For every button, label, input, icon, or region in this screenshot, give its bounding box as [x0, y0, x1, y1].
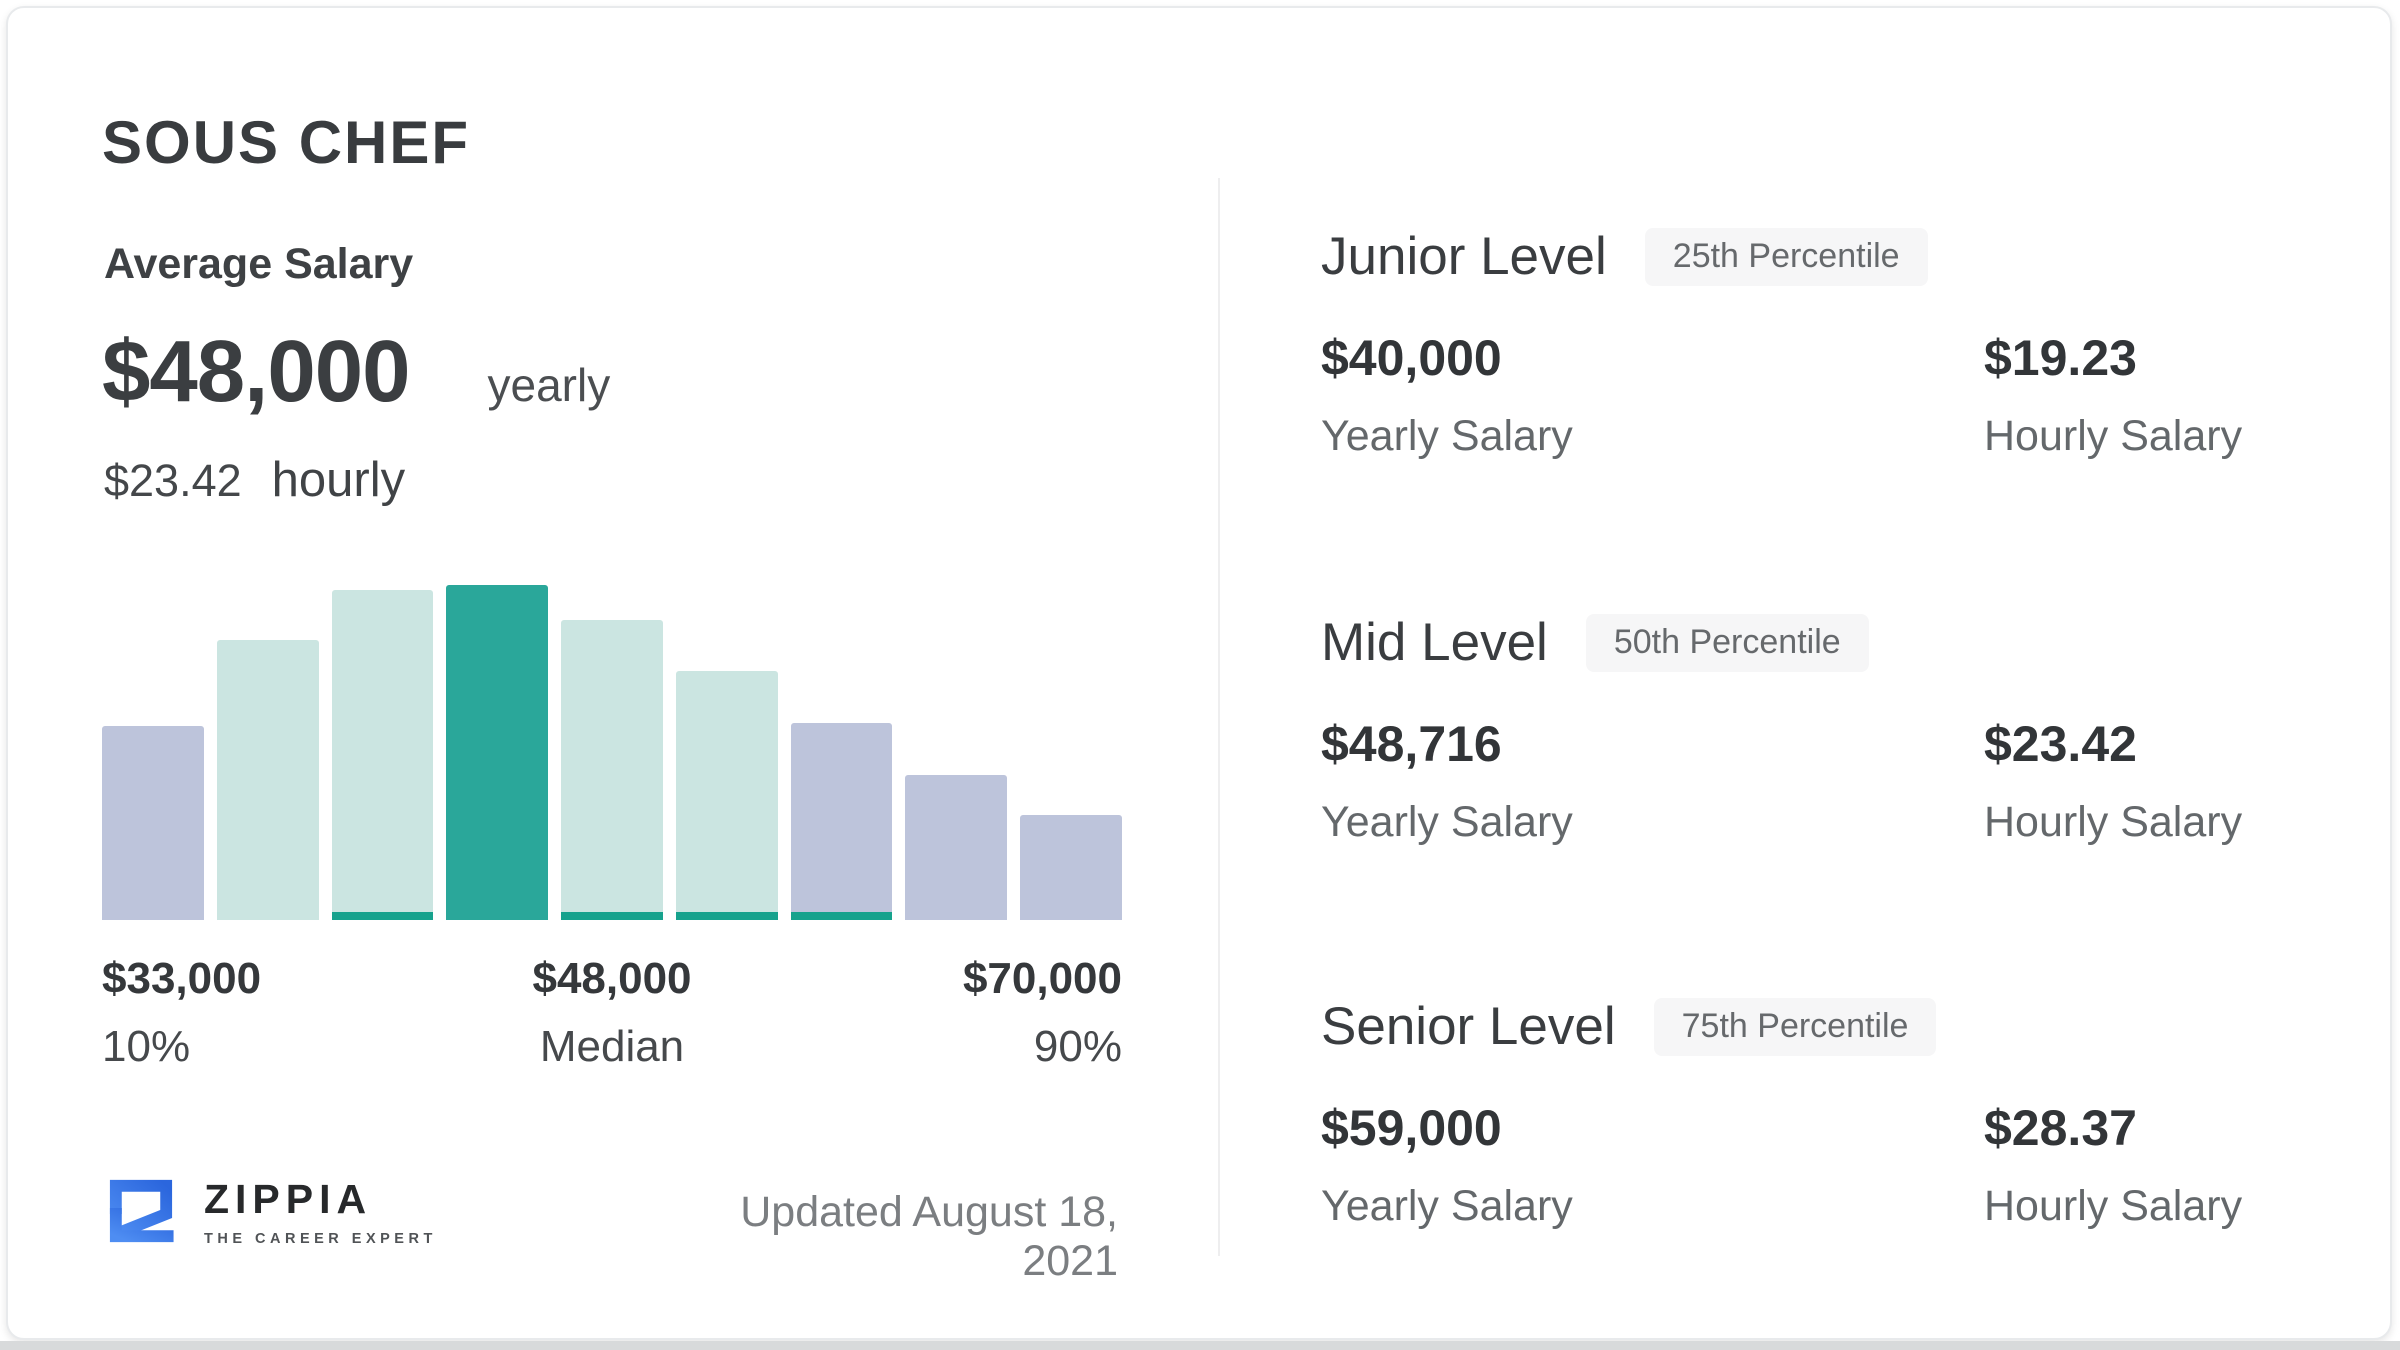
percentile-badge: 75th Percentile — [1653, 998, 1937, 1056]
histogram-bar-underline — [675, 912, 778, 920]
axis-label-median: $48,000 Median — [442, 954, 782, 1072]
histogram-bar-underline — [331, 912, 434, 920]
average-yearly-unit: yearly — [487, 359, 611, 411]
yearly-column: $40,000 Yearly Salary — [1321, 330, 1984, 461]
level-name: Mid Level — [1321, 613, 1548, 672]
updated-date: Updated August 18, 2021 — [740, 1188, 1118, 1285]
histogram-bar — [1020, 815, 1123, 920]
hourly-amount: $23.42 — [1984, 716, 2137, 772]
yearly-amount: $48,716 — [1321, 716, 1502, 772]
histogram-bar — [790, 723, 893, 920]
axis-sub: 90% — [1033, 1022, 1122, 1071]
level-block-mid: Mid Level 50th Percentile $48,716 Yearly… — [1321, 614, 2351, 847]
average-yearly-row: $48,000 yearly — [102, 323, 611, 420]
histogram-bar — [561, 620, 663, 920]
brand-tagline: THE CAREER EXPERT — [204, 1230, 437, 1247]
hourly-label: Hourly Salary — [1984, 1182, 2243, 1230]
hourly-amount: $28.37 — [1984, 1100, 2137, 1156]
histogram-bar — [102, 726, 204, 920]
level-values: $40,000 Yearly Salary $19.23 Hourly Sala… — [1321, 330, 2351, 461]
axis-value: $70,000 — [962, 954, 1122, 1003]
yearly-column: $59,000 Yearly Salary — [1321, 1100, 1984, 1231]
hourly-amount: $19.23 — [1984, 330, 2137, 386]
hourly-label: Hourly Salary — [1984, 412, 2243, 460]
level-block-senior: Senior Level 75th Percentile $59,000 Yea… — [1321, 998, 2351, 1231]
histogram-bar — [905, 775, 1008, 920]
level-block-junior: Junior Level 25th Percentile $40,000 Yea… — [1321, 228, 2351, 461]
histogram-bar — [216, 640, 319, 920]
hourly-column: $23.42 Hourly Salary — [1984, 716, 2242, 847]
axis-label-90th-percentile: $70,000 90% — [782, 954, 1122, 1072]
percentile-badge: 25th Percentile — [1644, 228, 1928, 286]
histogram-bar-underline — [561, 912, 663, 920]
vertical-divider — [1218, 178, 1220, 1256]
average-yearly-value: $48,000 — [102, 323, 410, 420]
percentile-badge: 50th Percentile — [1585, 614, 1869, 672]
yearly-label: Yearly Salary — [1321, 1182, 1573, 1230]
hourly-column: $28.37 Hourly Salary — [1984, 1100, 2242, 1231]
axis-label-10th-percentile: $33,000 10% — [102, 954, 442, 1072]
histogram-axis-labels: $33,000 10% $48,000 Median $70,000 90% — [102, 954, 1122, 1072]
page-title: SOUS CHEF — [102, 109, 471, 176]
level-title-row: Junior Level 25th Percentile — [1321, 228, 2351, 286]
average-hourly-value: $23.42 — [104, 455, 242, 506]
level-title-row: Senior Level 75th Percentile — [1321, 998, 2351, 1056]
average-salary-heading: Average Salary — [104, 240, 414, 288]
yearly-amount: $59,000 — [1321, 1100, 1502, 1156]
average-hourly-row: $23.42 hourly — [104, 452, 405, 508]
level-title-row: Mid Level 50th Percentile — [1321, 614, 2351, 672]
histogram-bar — [331, 590, 434, 920]
page-bottom-edge — [0, 1341, 2400, 1350]
level-values: $59,000 Yearly Salary $28.37 Hourly Sala… — [1321, 1100, 2351, 1231]
brand-name: ZIPPIA — [204, 1175, 373, 1222]
histogram-bar-underline — [790, 912, 893, 920]
zippia-wordmark: ZIPPIA THE CAREER EXPERT — [204, 1176, 437, 1247]
axis-sub: Median — [539, 1022, 685, 1071]
yearly-label: Yearly Salary — [1321, 798, 1573, 846]
zippia-z-icon — [109, 1179, 174, 1243]
yearly-label: Yearly Salary — [1321, 412, 1573, 460]
yearly-amount: $40,000 — [1321, 330, 1502, 386]
salary-histogram-bars — [102, 585, 1123, 920]
hourly-column: $19.23 Hourly Salary — [1984, 330, 2242, 461]
salary-card: SOUS CHEF Average Salary $48,000 yearly … — [6, 6, 2392, 1340]
axis-sub: 10% — [102, 1022, 191, 1071]
level-values: $48,716 Yearly Salary $23.42 Hourly Sala… — [1321, 716, 2351, 847]
histogram-bar — [446, 585, 549, 920]
level-name: Junior Level — [1321, 227, 1607, 286]
level-name: Senior Level — [1321, 997, 1616, 1056]
axis-value: $33,000 — [102, 954, 262, 1003]
yearly-column: $48,716 Yearly Salary — [1321, 716, 1984, 847]
zippia-logo[interactable]: ZIPPIA THE CAREER EXPERT — [104, 1174, 437, 1248]
axis-value: $48,000 — [532, 954, 692, 1003]
average-hourly-unit: hourly — [271, 453, 406, 507]
histogram-bar — [675, 671, 778, 920]
hourly-label: Hourly Salary — [1984, 798, 2243, 846]
